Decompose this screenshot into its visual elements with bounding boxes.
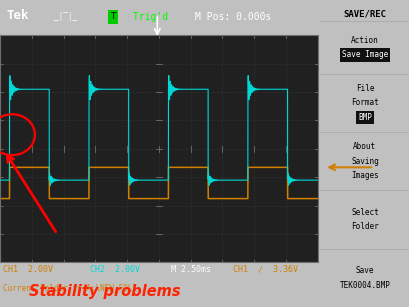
Text: File: File xyxy=(355,84,373,93)
Text: Current Folder is A:\NEW_FOL\: Current Folder is A:\NEW_FOL\ xyxy=(3,283,137,292)
Text: CH2  2.00V: CH2 2.00V xyxy=(89,265,139,274)
Text: Format: Format xyxy=(350,98,378,107)
Text: CH1  ∕  3.36V: CH1 ∕ 3.36V xyxy=(233,265,298,274)
Text: _|‾|_: _|‾|_ xyxy=(54,13,77,21)
Text: TEK0004.BMP: TEK0004.BMP xyxy=(339,281,389,290)
Text: Stability problems: Stability problems xyxy=(29,284,180,299)
Text: CH1  2.00V: CH1 2.00V xyxy=(3,265,53,274)
Text: Folder: Folder xyxy=(350,222,378,231)
Text: Save: Save xyxy=(355,266,373,275)
Text: Action: Action xyxy=(350,36,378,45)
Text: Select: Select xyxy=(350,208,378,217)
Text: T: T xyxy=(110,13,115,21)
Text: BMP: BMP xyxy=(357,113,371,122)
Text: Trig'd: Trig'd xyxy=(127,12,168,22)
Text: M Pos: 0.000s: M Pos: 0.000s xyxy=(195,12,271,22)
Text: About: About xyxy=(353,142,375,151)
Text: M 2.50ms: M 2.50ms xyxy=(171,265,211,274)
Text: Images: Images xyxy=(350,171,378,181)
Text: Tek: Tek xyxy=(7,10,29,22)
Text: Saving: Saving xyxy=(350,157,378,166)
Text: Save Image: Save Image xyxy=(341,50,387,60)
Text: SAVE/REC: SAVE/REC xyxy=(343,9,385,18)
